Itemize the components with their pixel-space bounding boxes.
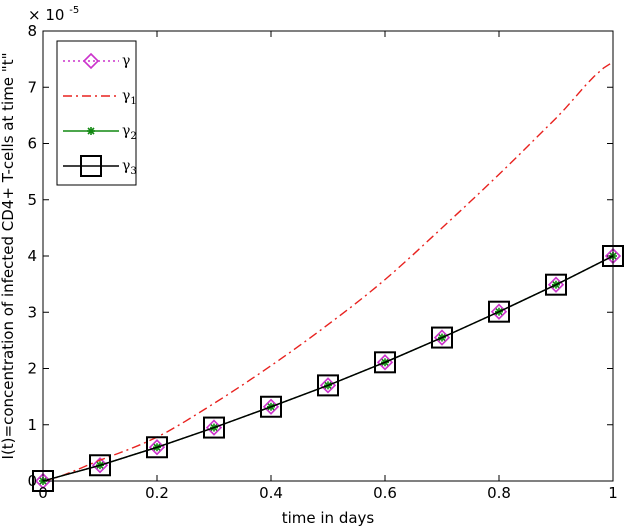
legend-marker-1 [82,52,100,70]
legend: γ γ1 γ2 γ3 [56,40,137,186]
x-tick-label: 1 [608,484,618,502]
series-4-marker [488,300,510,323]
series-4-marker [203,416,225,439]
legend-label-2: γ1 [122,88,137,107]
y-multiplier-exponent: -5 [69,5,79,16]
y-tick-label: 0 [27,472,37,490]
x-tick-label: 0.2 [145,484,169,502]
y-tick-label: 1 [27,416,37,434]
series-line-1 [42,255,614,482]
y-tick-label: 5 [27,191,37,209]
legend-box [56,40,137,186]
y-tick-label: 6 [27,135,37,153]
y-tick-label: 7 [27,78,37,96]
x-tick-label: 0.8 [487,484,511,502]
series-4-marker [89,454,111,477]
series-layer [32,61,624,492]
series-1-marker [91,457,109,474]
series-4-marker [317,374,339,397]
series-line-2 [42,61,614,482]
legend-marker-4 [80,155,102,177]
series-1-marker [34,472,52,490]
y-axis-label: I(t)=concentration of infected CD4+ T-ce… [0,53,17,460]
y-tick-label: 4 [27,247,37,265]
y-tick-label: 2 [27,360,37,378]
legend-label-4: γ3 [122,158,137,177]
series-4-marker [431,326,453,349]
series-4-marker [545,273,567,296]
x-tick-label: 0.4 [259,484,283,502]
series-line-4 [42,255,614,482]
legend-label-3: γ2 [122,123,137,142]
y-multiplier-base: × 10 [28,6,64,24]
x-tick-label: 0 [38,484,48,502]
series-4-marker [146,436,168,459]
legend-label-1: γ [122,53,130,69]
series-4-marker [374,351,396,374]
x-tick-label: 0.6 [373,484,397,502]
series-4-marker [260,395,282,418]
legend-marker-3 [87,127,95,135]
series-line-3 [42,255,614,482]
ticks-layer: 0 0.2 0.4 0.6 0.8 1 0 1 2 3 4 5 6 7 8 [27,22,617,502]
series-1-marker [148,439,166,456]
y-multiplier-label: × 10 -5 [28,5,79,24]
y-tick-label: 8 [27,22,37,40]
x-axis-label: time in days [282,509,375,527]
y-tick-label: 3 [27,303,37,321]
